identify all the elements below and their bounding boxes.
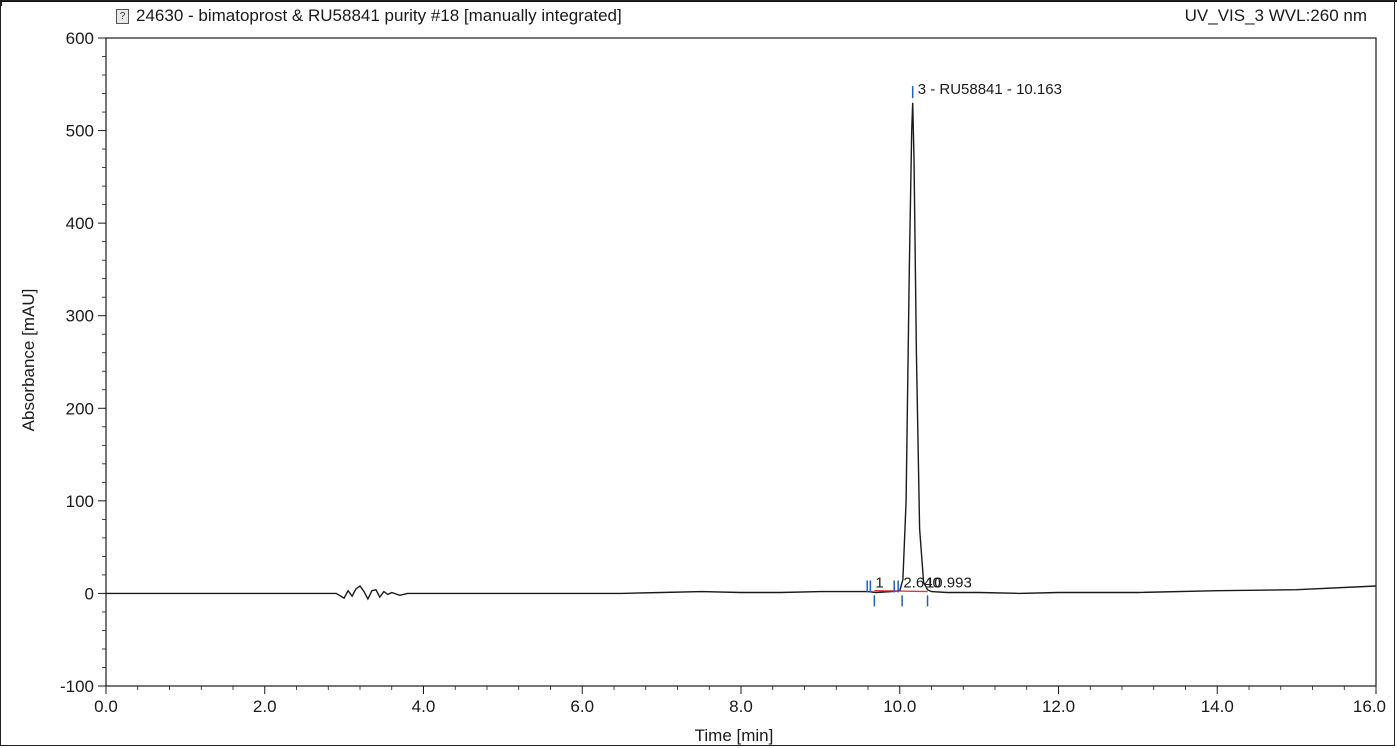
y-tick-label-600: 600 (66, 29, 94, 48)
peak-label: 1 (875, 575, 883, 592)
plot-area (105, 37, 1377, 687)
x-tick-label-10.0: 10.0 (883, 697, 916, 716)
x-tick-label-2.0: 2.0 (253, 697, 277, 716)
x-tick-label-14.0: 14.0 (1201, 697, 1234, 716)
y-tick-label-300: 300 (66, 307, 94, 326)
x-axis-label: Time [min] (694, 726, 774, 745)
x-tick-label-16.0: 16.0 (1353, 697, 1386, 716)
y-tick-label-0: 0 (85, 584, 94, 603)
y-tick-label-200: 200 (66, 399, 94, 418)
peak-label: 2.640 (903, 575, 941, 592)
window-top-edge (0, 0, 1397, 6)
x-tick-label-0.0: 0.0 (94, 697, 118, 716)
chromatogram-trace (106, 102, 1377, 601)
y-tick-label-100: 100 (66, 492, 94, 511)
y-tick-label-400: 400 (66, 214, 94, 233)
y-axis-label: Absorbance [mAU] (19, 288, 38, 432)
peak-label: 10.993 (926, 575, 972, 592)
x-tick-label-6.0: 6.0 (570, 697, 594, 716)
y-tick-label-500: 500 (66, 122, 94, 141)
chart-title: 24630 - bimatoprost & RU58841 purity #18… (136, 6, 622, 25)
x-tick-label-12.0: 12.0 (1042, 697, 1075, 716)
report-icon: ? (116, 9, 129, 24)
peak-label: 3 - RU58841 - 10.163 (918, 81, 1062, 98)
y-tick-label--100: -100 (60, 677, 94, 696)
integration-baseline (874, 590, 928, 593)
x-tick-label-8.0: 8.0 (729, 697, 753, 716)
channel-label: UV_VIS_3 WVL:260 nm (1184, 6, 1367, 25)
x-tick-label-4.0: 4.0 (412, 697, 436, 716)
